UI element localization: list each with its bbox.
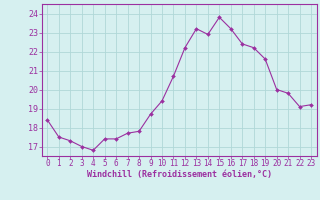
X-axis label: Windchill (Refroidissement éolien,°C): Windchill (Refroidissement éolien,°C) <box>87 170 272 179</box>
